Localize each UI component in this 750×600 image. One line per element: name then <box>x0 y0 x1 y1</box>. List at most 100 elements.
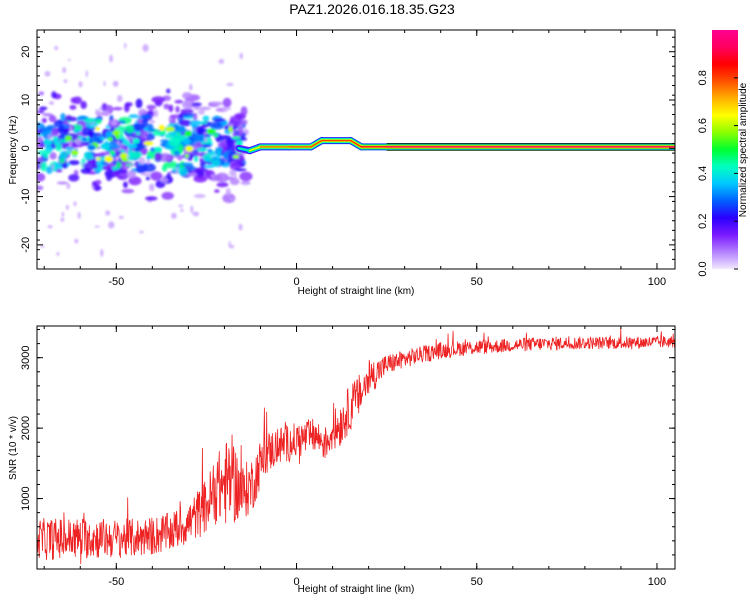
heatmap-cell <box>178 204 184 207</box>
heatmap-cell <box>191 102 202 107</box>
heatmap-cell <box>139 230 144 234</box>
heatmap-cell <box>54 45 59 51</box>
heatmap-cell <box>239 171 253 182</box>
heatmap-cell <box>77 116 89 120</box>
spectrogram-frame <box>36 29 676 270</box>
snr-ytick-label: 3000 <box>20 345 32 369</box>
ridge-segment <box>238 147 251 152</box>
heatmap-cell <box>232 136 241 140</box>
colorbar-tick-label: 0.8 <box>697 70 709 85</box>
heatmap-cell <box>149 119 156 124</box>
heatmap-cell <box>165 126 175 132</box>
heatmap-cell <box>65 204 69 210</box>
heatmap-cell <box>180 208 184 213</box>
heatmap-cell <box>60 112 66 121</box>
heatmap-cell <box>84 122 99 128</box>
snr-ytick-label: 2000 <box>20 416 32 440</box>
heatmap-cell <box>106 141 121 150</box>
heatmap-cell <box>178 119 192 127</box>
colorbar-tick-label: 0.6 <box>697 118 709 133</box>
heatmap-cell <box>69 104 77 110</box>
heatmap-cell <box>174 99 184 104</box>
heatmap-cell <box>203 157 210 162</box>
heatmap-cell <box>158 124 165 131</box>
heatmap-cell <box>194 167 208 173</box>
heatmap-cell <box>112 130 120 136</box>
heatmap-cell <box>138 109 144 113</box>
heatmap-cell <box>103 80 106 87</box>
heatmap-cell <box>64 135 72 141</box>
heatmap-cell <box>148 183 155 192</box>
heatmap-cell <box>87 127 98 131</box>
heatmap-cell <box>68 140 73 148</box>
heatmap-cell <box>228 240 231 249</box>
heatmap-cell <box>105 173 113 182</box>
heatmap-cell <box>116 94 123 103</box>
heatmap-cell <box>228 151 236 156</box>
heatmap-cell <box>235 140 243 147</box>
heatmap-cell <box>87 144 96 151</box>
heatmap-cell <box>185 145 194 152</box>
heatmap-cell <box>138 157 146 165</box>
ridge-segment <box>349 139 363 148</box>
heatmap-cell <box>100 248 104 257</box>
heatmap-cell <box>101 162 110 166</box>
heatmap-cell <box>142 44 149 52</box>
heatmap-cell <box>222 97 232 108</box>
heatmap-cell <box>118 133 124 139</box>
heatmap-cell <box>160 129 166 135</box>
heatmap-cell <box>127 151 134 161</box>
heatmap-cell <box>37 172 46 182</box>
heatmap-cell <box>37 110 45 114</box>
heatmap-cell <box>196 148 208 152</box>
heatmap-cell <box>49 151 57 160</box>
heatmap-cell <box>87 129 95 138</box>
heatmap-cell <box>184 154 190 158</box>
heatmap-cell <box>154 146 163 153</box>
heatmap-cell <box>48 101 55 105</box>
heatmap-cell <box>186 172 198 177</box>
heatmap-cell <box>207 148 213 153</box>
heatmap-cell <box>51 91 57 99</box>
spectrogram-xtick-label: 100 <box>648 276 666 288</box>
heatmap-cell <box>180 108 194 114</box>
heatmap-cell <box>66 116 78 122</box>
heatmap-cell <box>42 113 53 117</box>
snr-panel: -50 0 50 100 1000 2000 3000 Height of straight… <box>8 325 676 595</box>
heatmap-cell <box>193 194 206 199</box>
heatmap-cell <box>43 138 53 146</box>
heatmap-cell <box>163 160 178 169</box>
spectrogram-ytick-label: 0 <box>20 145 32 151</box>
spectrogram-heatmap <box>37 42 253 257</box>
heatmap-cell <box>193 155 199 163</box>
heatmap-cell <box>135 98 143 109</box>
heatmap-cell <box>94 225 100 228</box>
heatmap-cell <box>128 114 140 119</box>
colorbar-tick-label: 0.2 <box>697 214 709 229</box>
heatmap-cell <box>178 143 184 154</box>
heatmap-cell <box>142 163 156 172</box>
heatmap-cell <box>61 212 65 217</box>
heatmap-cell <box>206 128 216 135</box>
heatmap-cell <box>233 168 247 172</box>
heatmap-cell <box>213 133 219 138</box>
heatmap-cell <box>145 196 158 201</box>
heatmap-cell <box>82 137 88 142</box>
heatmap-cell <box>58 124 65 132</box>
heatmap-cell <box>160 177 168 183</box>
heatmap-cell <box>114 168 128 174</box>
heatmap-cell <box>238 223 243 231</box>
colorbar-tick-label: 0.4 <box>697 166 709 181</box>
heatmap-cell <box>101 111 110 117</box>
heatmap-cell <box>112 106 123 111</box>
heatmap-cell <box>169 117 172 121</box>
heatmap-cell <box>60 217 65 222</box>
snr-plot-area <box>37 326 675 569</box>
heatmap-cell <box>197 109 206 115</box>
heatmap-cell <box>150 171 163 181</box>
heatmap-cell <box>95 112 104 116</box>
heatmap-cell <box>88 135 100 145</box>
heatmap-cell <box>63 79 68 83</box>
page-title: PAZ1.2026.016.18.35.G23 <box>289 1 455 17</box>
heatmap-cell <box>118 215 124 219</box>
